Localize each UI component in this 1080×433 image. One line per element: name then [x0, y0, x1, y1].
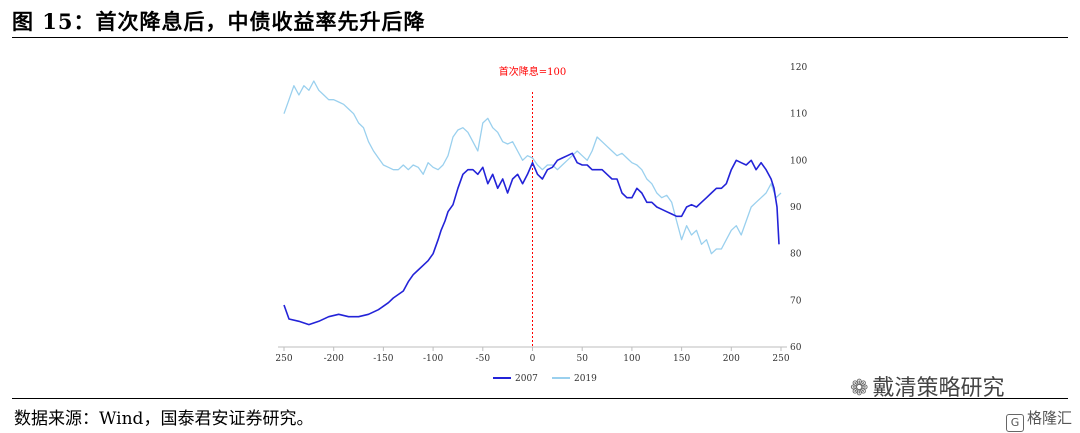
x-tick-label: 100	[623, 354, 640, 364]
series-line-2019	[283, 80, 782, 255]
y-tick-label: 110	[790, 110, 807, 120]
y-tick-label: 70	[790, 296, 802, 306]
brand-label: 格隆汇	[1026, 409, 1072, 427]
x-tick-label: 50	[576, 354, 588, 364]
x-tick-label: -50	[476, 354, 491, 364]
x-tick-label: 0	[530, 354, 536, 364]
x-tick-label: 200	[723, 354, 740, 364]
line-chart: 250 -200 -150 -100 -50 0 50 100 150 200 2506070809…	[275, 63, 807, 384]
wechat-icon: ❁	[850, 376, 869, 401]
y-tick-label: 100	[790, 156, 807, 166]
y-tick-label: 90	[790, 203, 802, 213]
x-tick-label: 250	[275, 354, 292, 364]
y-tick-label: 60	[790, 343, 802, 353]
annotation-label: 首次降息=100	[499, 65, 566, 78]
watermark: ❁ 戴清策略研究	[850, 370, 1004, 402]
x-tick-label: 250	[772, 354, 789, 364]
series-line-2007	[283, 152, 780, 326]
source-rule	[12, 398, 1068, 399]
chart-legend: 2007 2019	[493, 374, 597, 384]
x-tick-label: 150	[673, 354, 690, 364]
brand-logo: G 格隆汇	[1005, 407, 1072, 432]
data-source: 数据来源：Wind，国泰君安证券研究。	[14, 409, 314, 429]
x-tick-label: -150	[373, 354, 393, 364]
watermark-label: 戴清策略研究	[872, 376, 1005, 401]
title-rule	[12, 37, 1068, 38]
x-tick-label: -100	[423, 354, 443, 364]
y-tick-label: 120	[790, 63, 807, 73]
y-tick-label: 80	[790, 250, 802, 260]
chart-series	[283, 80, 782, 326]
legend-label-2007: 2007	[515, 374, 538, 384]
figure-title: 图 15：首次降息后，中债收益率先升后降	[12, 9, 426, 34]
legend-label-2019: 2019	[574, 374, 597, 384]
x-tick-label: -200	[324, 354, 344, 364]
chart-axes: 250 -200 -150 -100 -50 0 50 100 150 200 2506070809…	[275, 63, 807, 364]
brand-icon: G	[1005, 414, 1024, 432]
